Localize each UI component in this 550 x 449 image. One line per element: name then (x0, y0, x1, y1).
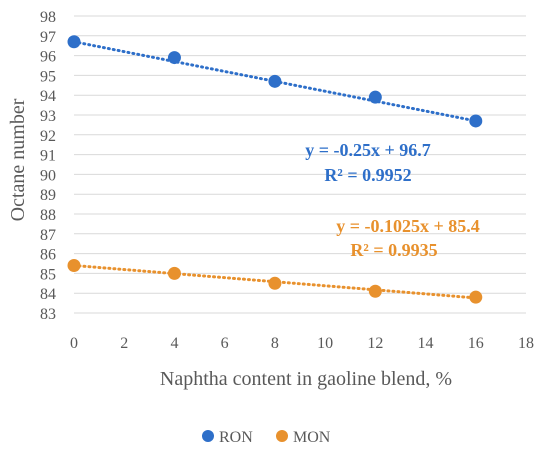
y-tick-label: 87 (40, 227, 56, 244)
y-tick-label: 96 (40, 49, 56, 66)
point-mon (167, 266, 181, 280)
legend: RON MON (202, 429, 331, 446)
y-tick-label: 88 (40, 207, 56, 224)
x-tick-label: 14 (418, 335, 434, 352)
y-tick-label: 94 (40, 88, 56, 105)
y-tick-label: 90 (40, 167, 56, 184)
x-tick-label: 2 (120, 335, 128, 352)
y-tick-label: 95 (40, 68, 56, 85)
gridlines (74, 15, 526, 314)
x-tick-label: 16 (468, 335, 484, 352)
x-tick-label: 10 (317, 335, 333, 352)
y-tick-label: 91 (40, 148, 56, 165)
y-tick-label: 97 (40, 29, 56, 46)
point-ron (67, 35, 81, 49)
point-ron (268, 74, 282, 88)
x-tick-label: 0 (70, 335, 78, 352)
x-tick-label: 6 (221, 335, 229, 352)
point-mon (368, 284, 382, 298)
mon-equation: y = -0.1025x + 85.4 (336, 216, 480, 236)
y-tick-label: 92 (40, 128, 56, 145)
y-tick-label: 84 (40, 286, 56, 303)
point-mon (469, 290, 483, 304)
y-tick-label: 83 (40, 306, 56, 323)
x-tick-label: 8 (271, 335, 279, 352)
y-tick-label: 86 (40, 247, 56, 264)
x-axis-title: Naphtha content in gaoline blend, % (160, 368, 452, 390)
legend-label-ron: RON (219, 429, 253, 446)
ron-equation: y = -0.25x + 96.7 (305, 140, 431, 160)
x-tick-label: 4 (170, 335, 178, 352)
x-tick-label: 12 (367, 335, 383, 352)
data-points (67, 35, 483, 304)
y-tick-label: 89 (40, 187, 56, 204)
x-tick-labels: 0 2 4 6 8 10 12 14 16 18 (70, 335, 534, 352)
legend-marker-ron (202, 430, 214, 442)
mon-r-squared: R² = 0.9935 (350, 240, 437, 260)
x-tick-label: 18 (518, 335, 534, 352)
point-ron (368, 90, 382, 104)
point-mon (67, 258, 81, 272)
y-tick-label: 93 (40, 108, 56, 125)
legend-label-mon: MON (293, 429, 331, 446)
ron-r-squared: R² = 0.9952 (324, 165, 411, 185)
y-tick-label: 85 (40, 266, 56, 283)
y-tick-labels: 83 84 85 86 87 88 89 90 91 92 93 94 95 96 97 98 (40, 9, 56, 323)
y-axis-title: Octane number (7, 98, 29, 221)
point-ron (167, 51, 181, 65)
point-ron (469, 114, 483, 128)
y-tick-label: 98 (40, 9, 56, 26)
point-mon (268, 276, 282, 290)
legend-marker-mon (276, 430, 288, 442)
